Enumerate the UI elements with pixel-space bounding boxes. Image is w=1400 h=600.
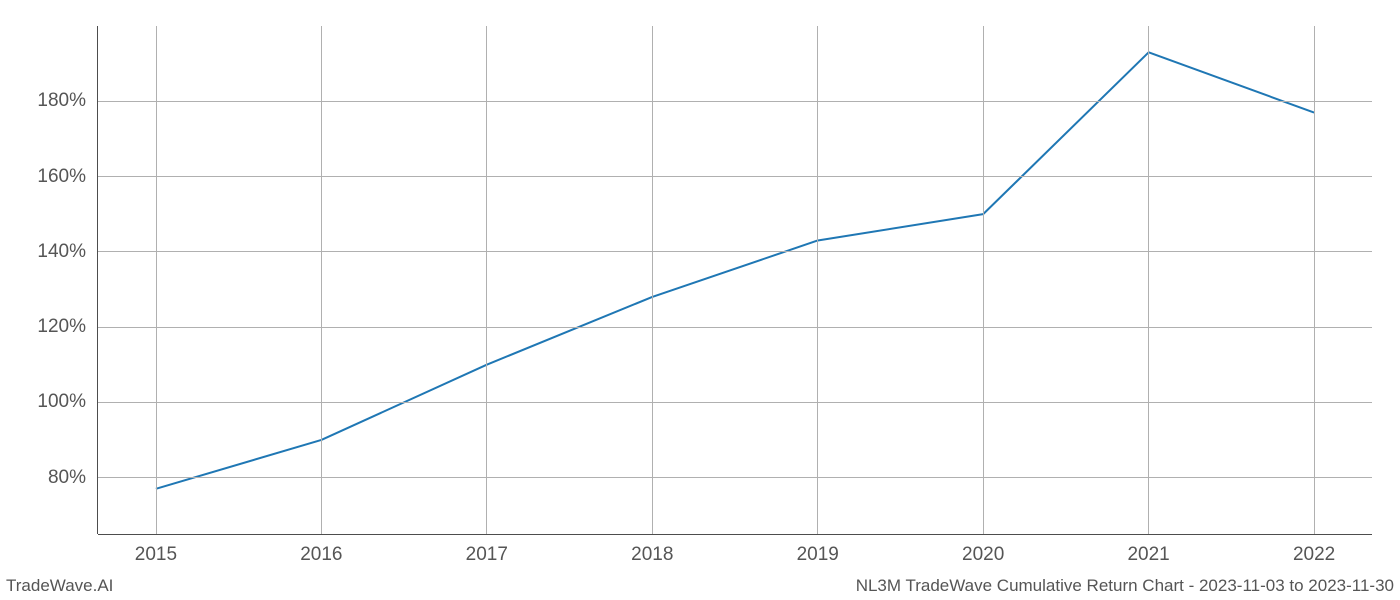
gridline-h (98, 101, 1372, 102)
y-tick-label: 120% (37, 316, 86, 338)
gridline-h (98, 477, 1372, 478)
gridline-v (156, 26, 157, 534)
chart-container: TradeWave.AI NL3M TradeWave Cumulative R… (0, 0, 1400, 600)
x-tick-label: 2015 (135, 544, 177, 566)
series-line (156, 52, 1314, 489)
gridline-v (1148, 26, 1149, 534)
axis-spine-bottom (98, 534, 1372, 535)
gridline-v (486, 26, 487, 534)
x-tick-label: 2016 (300, 544, 342, 566)
y-tick-label: 140% (37, 241, 86, 263)
x-tick-label: 2017 (466, 544, 508, 566)
gridline-v (321, 26, 322, 534)
x-tick-label: 2018 (631, 544, 673, 566)
gridline-h (98, 402, 1372, 403)
gridline-h (98, 327, 1372, 328)
y-tick-label: 180% (37, 90, 86, 112)
gridline-v (817, 26, 818, 534)
y-tick-label: 100% (37, 391, 86, 413)
axis-spine-left (97, 26, 98, 534)
line-series (0, 0, 1400, 600)
footer-left-label: TradeWave.AI (6, 576, 113, 596)
gridline-v (1314, 26, 1315, 534)
gridline-h (98, 176, 1372, 177)
y-tick-label: 160% (37, 166, 86, 188)
x-tick-label: 2020 (962, 544, 1004, 566)
gridline-h (98, 251, 1372, 252)
x-tick-label: 2021 (1127, 544, 1169, 566)
y-tick-label: 80% (48, 467, 86, 489)
x-tick-label: 2019 (797, 544, 839, 566)
gridline-v (652, 26, 653, 534)
gridline-v (983, 26, 984, 534)
x-tick-label: 2022 (1293, 544, 1335, 566)
footer-right-label: NL3M TradeWave Cumulative Return Chart -… (856, 576, 1394, 596)
